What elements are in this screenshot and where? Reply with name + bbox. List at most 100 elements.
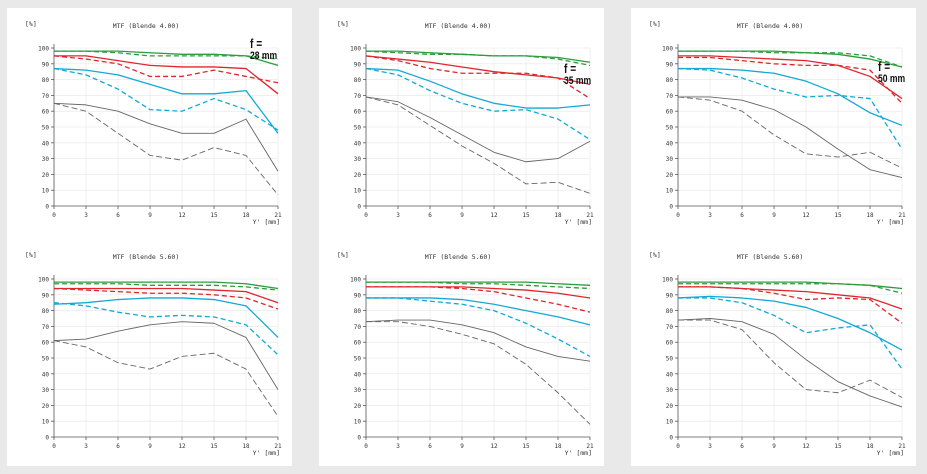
x-tick-label: 21 [898,212,906,219]
x-tick-label: 12 [490,443,498,450]
y-tick-label: 20 [666,403,674,410]
mtf-series-line [678,283,903,294]
y-tick-label: 100 [662,277,673,284]
x-tick-label: 9 [148,443,152,450]
x-tick-label: 18 [242,443,250,450]
x-tick-label: 18 [866,443,874,450]
y-tick-label: 70 [354,93,362,100]
x-tick-label: 21 [274,443,282,450]
focal-length-label: f = 50 mm [878,60,905,85]
y-tick-label: 70 [666,324,674,331]
y-tick-label: 70 [666,93,674,100]
y-tick-label: 40 [354,140,362,147]
mtf-chart-35mm-f4: 0 10 20 30 40 50 60 70 80 90 100 0 3 6 9 12 15 18 21 MTF (B… [337,20,594,226]
mtf-series-line [365,55,591,100]
y-tick-label: 10 [42,188,50,195]
y-tick-label: 30 [666,156,674,163]
mtf-series-line [53,302,279,356]
x-tick-label: 15 [522,212,530,219]
mtf-series-line [366,281,591,290]
mtf-series-line [53,55,279,84]
x-tick-label: 6 [428,212,432,219]
x-tick-label: 0 [364,212,368,219]
mtf-chart-28mm-f56: 0 10 20 30 40 50 60 70 80 90 100 0 3 6 9 12 15 18 21 MTF (B… [25,251,282,457]
mtf-series-line [53,67,279,131]
x-tick-label: 15 [834,443,842,450]
y-tick-label: 80 [354,77,362,84]
mtf-series-line [678,55,903,100]
chart-title: MTF (Blende 5.60) [113,253,180,261]
x-axis-label: Y' [mm] [253,449,280,457]
mtf-series-line [365,67,591,109]
mtf-series-line [365,50,591,67]
x-tick-label: 9 [148,212,152,219]
mtf-series-line [677,96,903,169]
y-tick-label: 40 [42,371,50,378]
x-tick-label: 21 [898,443,906,450]
mtf-series-line [678,297,903,370]
x-axis-label: Y' [mm] [877,449,904,457]
mtf-chart-35mm-f56: 0 10 20 30 40 50 60 70 80 90 100 0 3 6 9 12 15 18 21 MTF (B… [337,251,594,457]
y-tick-label: 100 [350,46,361,53]
x-tick-label: 6 [428,443,432,450]
x-tick-label: 9 [460,443,464,450]
y-tick-label: 100 [38,277,49,284]
y-tick-label: 40 [354,371,362,378]
x-tick-label: 0 [364,443,368,450]
y-tick-label: 50 [42,356,50,363]
mtf-series-line [54,55,279,95]
y-tick-label: 100 [38,46,49,53]
mtf-series-line [677,67,903,150]
y-tick-label: 50 [354,125,362,132]
mtf-series-line [54,50,279,60]
y-tick-label: 0 [669,435,673,442]
x-tick-label: 0 [52,212,56,219]
mtf-series-line [53,287,279,310]
x-tick-label: 15 [834,212,842,219]
y-tick-label: 20 [666,172,674,179]
y-axis-label: [%] [649,251,661,259]
y-tick-label: 30 [354,387,362,394]
y-tick-label: 50 [42,125,50,132]
x-tick-label: 15 [210,212,218,219]
chart-title: MTF (Blende 4.00) [425,22,492,30]
y-tick-label: 60 [42,340,50,347]
y-axis-label: [%] [25,251,37,259]
mtf-series-line [678,286,903,324]
y-tick-label: 30 [666,387,674,394]
focal-prefix: f = [250,36,263,51]
mtf-series-line [53,102,279,172]
y-tick-label: 60 [354,109,362,116]
x-tick-label: 15 [210,443,218,450]
y-tick-label: 30 [354,156,362,163]
x-axis-label: Y' [mm] [565,449,592,457]
y-tick-label: 20 [354,172,362,179]
mtf-series-line [53,321,279,390]
x-tick-label: 3 [84,443,88,450]
y-tick-label: 50 [666,125,674,132]
y-tick-label: 10 [354,188,362,195]
y-axis-label: [%] [337,251,349,259]
mtf-series-line [54,50,279,67]
x-tick-label: 6 [116,212,120,219]
y-tick-label: 90 [666,292,674,299]
x-tick-label: 21 [586,443,594,450]
y-tick-label: 80 [354,308,362,315]
x-tick-label: 15 [522,443,530,450]
mtf-series-line [53,297,279,338]
mtf-series-line [677,295,903,351]
x-tick-label: 9 [460,212,464,219]
x-tick-label: 18 [242,212,250,219]
mtf-series-line [678,286,903,310]
x-tick-label: 12 [490,212,498,219]
x-tick-label: 12 [802,212,810,219]
x-axis-label: Y' [mm] [253,218,280,226]
y-tick-label: 70 [42,93,50,100]
mtf-series-line [54,281,279,290]
y-axis-label: [%] [337,20,349,28]
y-tick-label: 20 [42,403,50,410]
x-tick-label: 3 [84,212,88,219]
y-tick-label: 70 [354,324,362,331]
y-tick-label: 80 [666,308,674,315]
x-tick-label: 9 [772,443,776,450]
